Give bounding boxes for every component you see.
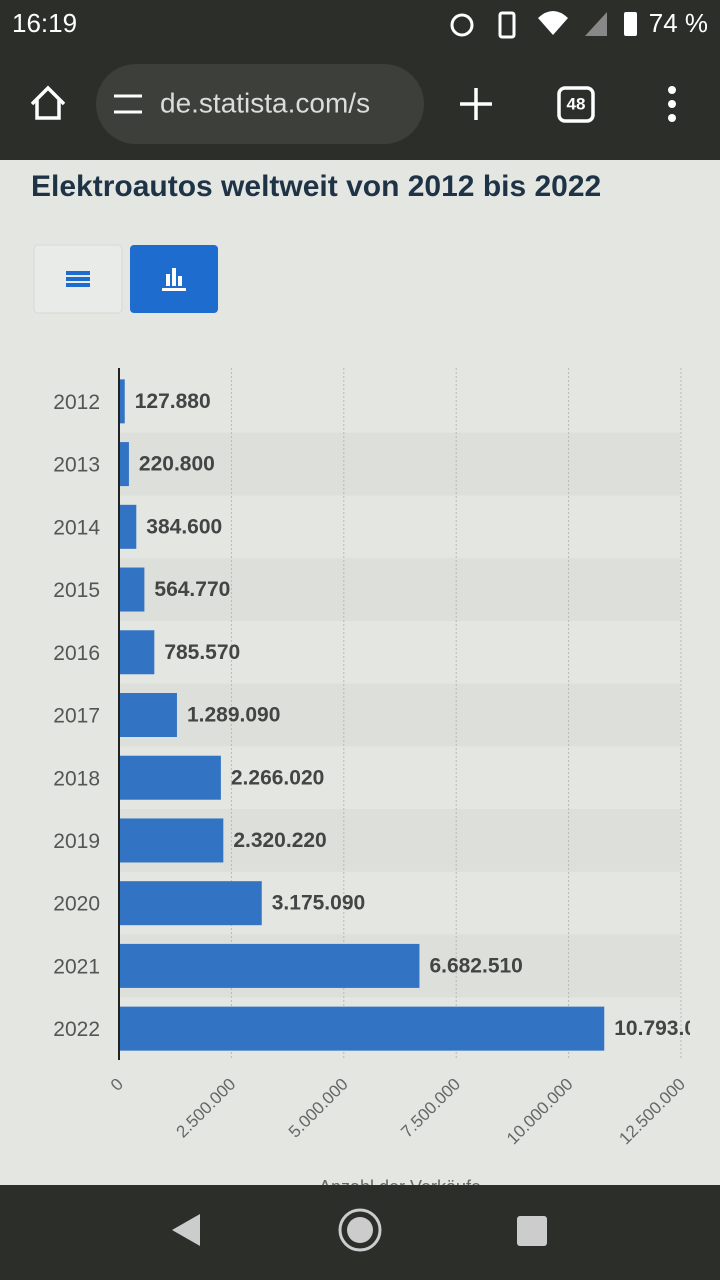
bar [119,881,262,926]
value-label: 6.682.510 [429,954,522,977]
row-band [119,558,680,621]
bar [119,943,420,988]
y-tick-label: 2012 [53,391,100,414]
bar [119,442,129,487]
menu-button[interactable] [668,86,676,122]
recents-button[interactable] [517,1216,547,1246]
home-nav-dot [347,1217,373,1243]
chart-icon [162,268,186,291]
site-settings-icon[interactable] [114,94,142,114]
value-label: 564.770 [154,578,230,601]
back-button[interactable] [172,1214,200,1246]
y-tick-label: 2016 [53,642,100,665]
battery-icon [624,12,637,36]
bar [119,1006,605,1051]
home-button[interactable] [30,85,66,120]
tabs-count: 48 [567,94,586,113]
row-band [119,683,680,747]
url-bar[interactable] [96,64,424,144]
y-tick-label: 2013 [53,454,100,477]
y-tick-label: 2017 [53,705,100,728]
value-label: 2.266.020 [231,766,324,789]
value-label: 220.800 [139,453,215,476]
url-text: de.statista.com/s [160,87,370,118]
new-tab-button[interactable] [460,88,492,120]
tabs-button[interactable] [557,86,595,123]
chart-title: Elektroautos weltweit von 2012 bis 2022 [31,170,601,203]
alarm-icon [450,13,474,37]
value-label: 1.289.090 [187,704,280,727]
value-label: 785.570 [164,641,240,664]
bar [119,379,125,424]
table-icon [66,271,90,287]
plot: 127.880 220.800 384.600 564.770 785.570 1.289… [118,368,719,1060]
value-label: 3.175.090 [272,892,365,915]
home-nav-button[interactable] [338,1208,382,1252]
bar [119,755,221,800]
y-tick-label: 2021 [53,955,100,978]
bar [119,818,224,863]
bar [119,630,155,675]
value-label: 127.880 [135,390,211,413]
y-tick-label: 2014 [53,516,100,539]
clock: 16:19 [12,8,77,38]
value-label: 2.320.220 [233,829,326,852]
y-tick-label: 2019 [53,830,100,853]
row-band [119,432,680,496]
y-tick-label: 2020 [53,893,100,916]
bar [119,693,177,737]
value-label: 384.600 [146,515,222,538]
bar [119,504,137,549]
y-tick-label: 2015 [53,579,100,602]
signal-icon [585,12,607,36]
y-tick-label: 2018 [53,767,100,790]
bar [119,567,145,612]
wifi-icon [538,11,568,35]
y-tick-label: 2022 [53,1018,100,1041]
vibrate-icon [498,11,516,39]
battery-text: 74 % [649,8,708,38]
value-label: 10.793.000 [614,1017,719,1040]
